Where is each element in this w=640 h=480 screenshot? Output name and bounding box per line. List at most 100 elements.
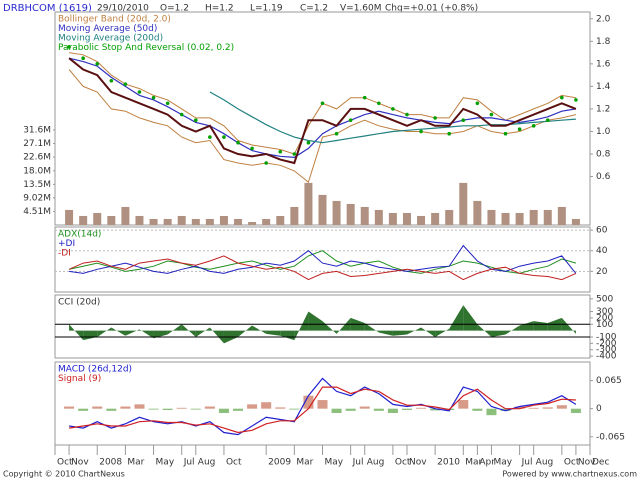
histogram-bar <box>387 408 398 414</box>
volume-bar <box>107 215 116 225</box>
macd-line <box>69 386 576 434</box>
x-tick-label: Mar <box>465 458 482 468</box>
cci-area <box>252 325 267 334</box>
volume-bar <box>374 209 383 225</box>
x-tick-label: Dec <box>592 458 609 468</box>
y-tick-label: -100 <box>596 333 617 343</box>
y-tick-label: 1.0 <box>596 127 611 137</box>
legend-entry: Parabolic Stop And Reversal (0.02, 0.2) <box>58 43 234 53</box>
volume-bar <box>360 206 369 225</box>
volume-bar <box>501 212 510 225</box>
cci-area <box>153 330 168 339</box>
y-tick-label: 2.0 <box>596 14 611 24</box>
histogram-bar <box>176 407 187 409</box>
legend-entry: +DI <box>58 239 75 249</box>
volume-tick-label: 27.1M <box>23 139 51 149</box>
histogram-bar <box>148 408 159 410</box>
volume-bar <box>388 212 397 225</box>
sar-dot <box>95 62 100 66</box>
volume-bar <box>402 212 411 225</box>
sar-dot <box>179 112 184 117</box>
quote-field: Chg=+0.01 (+0.8%) <box>385 4 478 14</box>
histogram-bar <box>331 408 342 414</box>
y-tick-label: -200 <box>596 339 617 349</box>
y-tick-label: 200 <box>596 313 613 323</box>
y-tick-label: 40 <box>596 246 608 256</box>
histogram-bar <box>64 406 75 409</box>
histogram-bar <box>247 404 258 409</box>
volume-bar <box>473 200 482 225</box>
sar-dot <box>517 127 522 132</box>
histogram-bar <box>261 402 272 409</box>
cci-area <box>238 325 253 337</box>
cci-area <box>477 324 492 337</box>
cci-area <box>181 324 196 337</box>
footer-left: Copyright © 2010 ChartNexus <box>3 470 125 479</box>
cci-area <box>533 321 548 331</box>
volume-tick-label: 9.02M <box>23 193 51 203</box>
cci-area <box>167 324 182 335</box>
sar-dot <box>109 78 114 83</box>
indicator-line <box>68 250 577 274</box>
histogram-bar <box>134 404 145 409</box>
volume-bar <box>417 215 426 225</box>
volume-bar <box>205 218 214 225</box>
cci-area <box>195 327 210 337</box>
volume-bar <box>431 212 440 225</box>
x-tick-label: Oct <box>564 458 580 468</box>
sar-dot <box>447 131 452 136</box>
histogram-bar <box>78 408 89 411</box>
x-tick-label: Jul <box>521 458 533 468</box>
cci-area <box>83 330 98 341</box>
histogram-bar <box>542 407 553 409</box>
cci-area <box>266 330 281 336</box>
x-tick-label: May <box>156 458 175 468</box>
sar-dot <box>348 118 353 122</box>
histogram-bar <box>162 408 173 410</box>
chart-title: DRBHCOM (1619) <box>3 3 92 14</box>
bollinger-lower <box>68 69 577 184</box>
volume-bar <box>318 194 327 225</box>
moving-average <box>68 57 576 159</box>
y-tick-label: 500 <box>596 294 613 304</box>
histogram-bar <box>373 408 384 411</box>
moving-average <box>209 91 576 144</box>
y-tick-label: 300 <box>596 307 613 317</box>
sar-dot <box>475 101 480 106</box>
sar-dot <box>236 140 240 145</box>
sar-dot <box>67 45 71 49</box>
legend-entry: -DI <box>58 249 71 259</box>
sar-dot <box>137 90 142 94</box>
volume-bar <box>93 212 102 225</box>
x-tick-label: Mar <box>296 458 313 468</box>
quote-field: O=1.2 <box>160 4 189 14</box>
y-tick-label: 0.065 <box>596 376 622 386</box>
x-tick-label: Nov <box>71 458 89 468</box>
cci-area <box>505 325 520 335</box>
cci-area <box>435 328 450 337</box>
sar-dot <box>545 118 550 122</box>
sar-dot <box>208 135 212 139</box>
sar-dot <box>503 131 508 136</box>
volume-bar <box>219 215 228 225</box>
histogram-bar <box>218 408 229 414</box>
volume-bar <box>191 218 200 225</box>
footer-right: Powered by www.chartnexus.com <box>502 470 637 479</box>
x-tick-label: Jul <box>183 458 195 468</box>
x-tick-label: Jul <box>352 458 364 468</box>
histogram-bar <box>570 408 581 414</box>
panel-frame <box>54 226 591 293</box>
sar-dot <box>292 152 297 156</box>
indicator-line <box>68 255 577 281</box>
histogram-bar <box>430 408 441 411</box>
histogram-bar <box>401 408 412 410</box>
histogram-bar <box>359 406 370 409</box>
cci-area <box>378 330 393 336</box>
histogram-bar <box>204 406 215 409</box>
histogram-bar <box>92 406 103 409</box>
cci-area <box>336 317 351 334</box>
sar-dot <box>362 95 367 100</box>
y-tick-label: 1.2 <box>596 104 610 114</box>
volume-bar <box>346 203 355 225</box>
legend-entry: ADX(14d) <box>58 230 101 240</box>
